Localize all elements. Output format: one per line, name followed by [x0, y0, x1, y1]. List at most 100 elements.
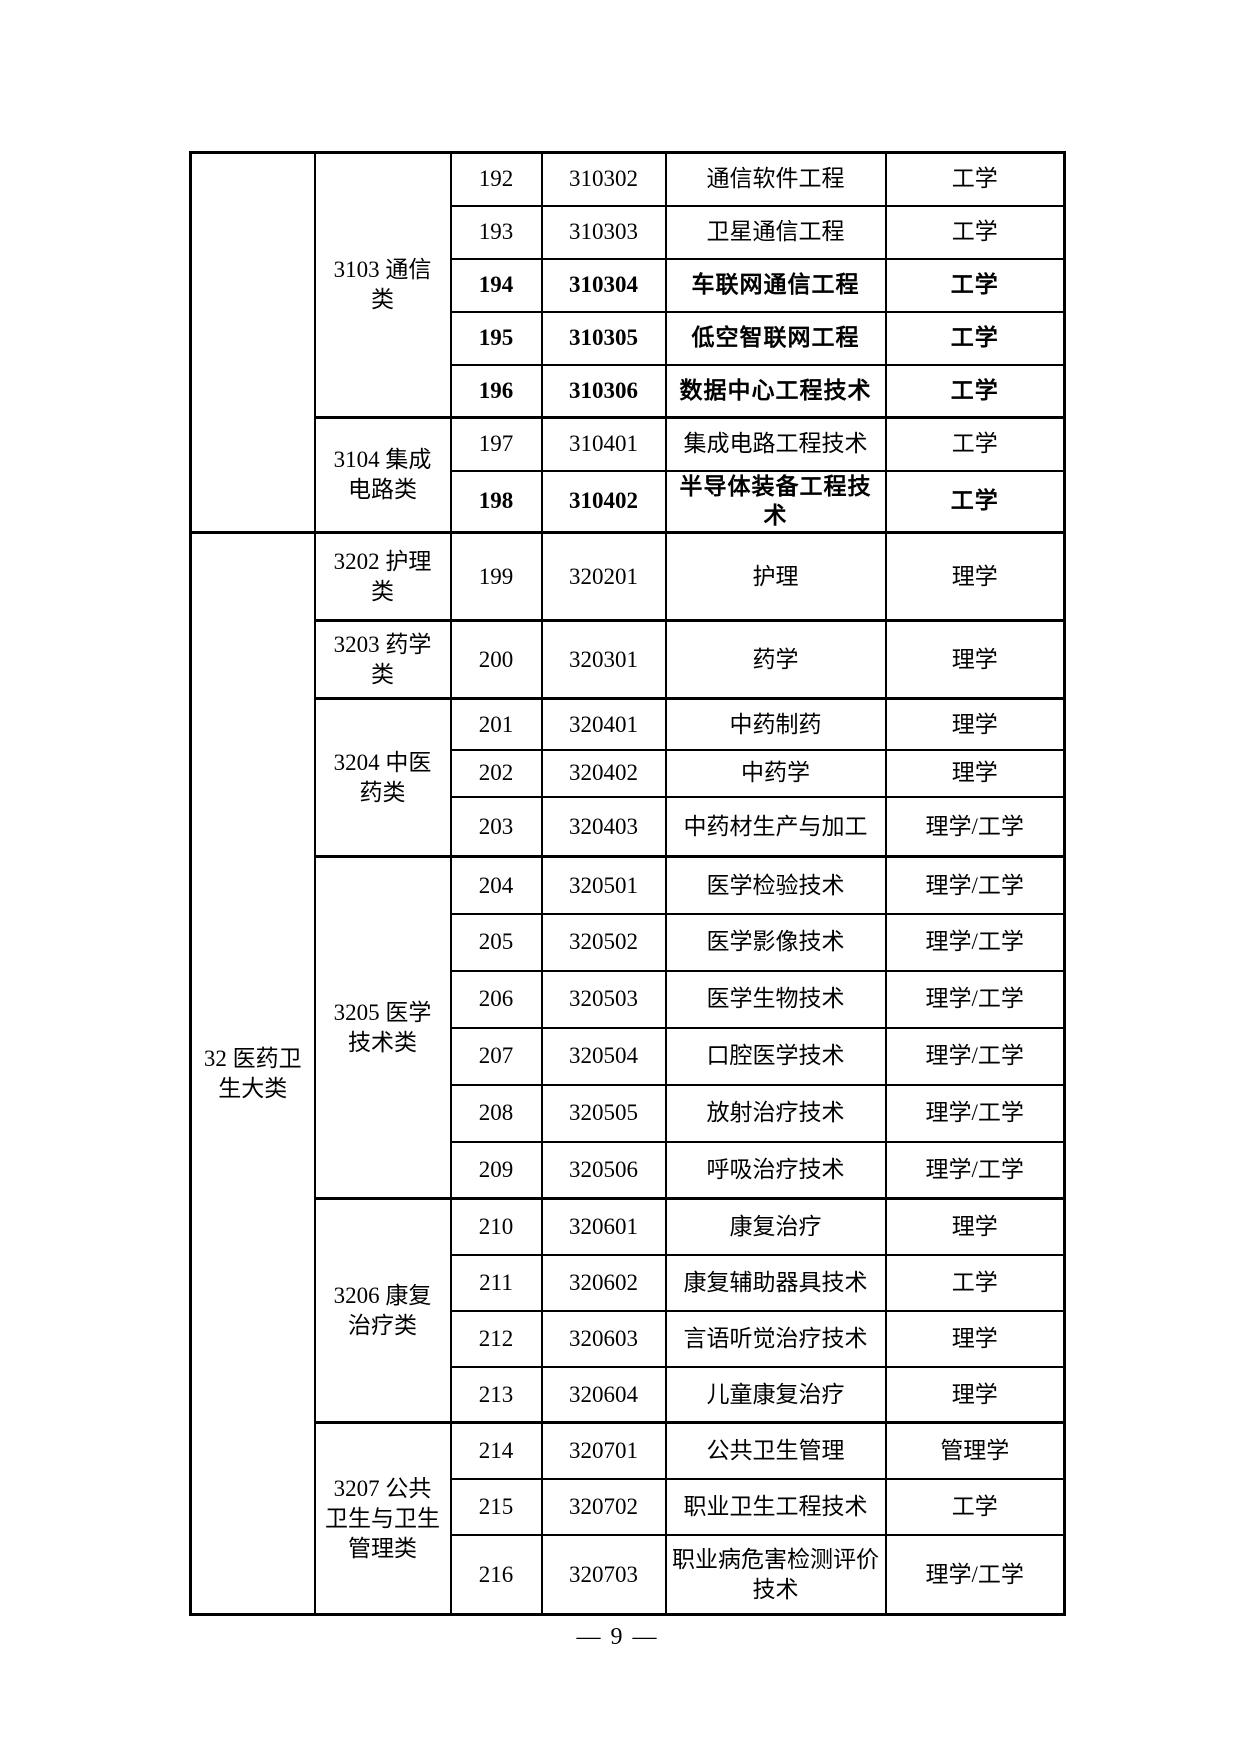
code-cell: 320505 — [540, 1083, 667, 1143]
major-name-cell: 医学影像技术 — [664, 912, 887, 972]
code-cell: 320604 — [540, 1365, 667, 1424]
major-name-cell: 医学生物技术 — [664, 969, 887, 1029]
degree-cell: 工学 — [884, 310, 1066, 366]
degree-cell: 理学/工学 — [884, 1026, 1066, 1086]
code-cell: 320503 — [540, 969, 667, 1029]
major-name-cell: 数据中心工程技术 — [664, 363, 887, 419]
seq-cell: 213 — [449, 1365, 543, 1424]
major-name-cell: 半导体装备工程技术 — [664, 469, 887, 534]
seq-cell: 210 — [449, 1197, 543, 1256]
seq-cell: 207 — [449, 1026, 543, 1086]
code-cell: 320603 — [540, 1309, 667, 1368]
major-name-cell: 放射治疗技术 — [664, 1083, 887, 1143]
major-name-cell: 职业卫生工程技术 — [664, 1477, 887, 1536]
subcategory-cell: 3206 康复 治疗类 — [313, 1197, 452, 1424]
degree-cell: 工学 — [884, 204, 1066, 260]
degree-cell: 理学 — [884, 531, 1066, 622]
code-cell: 310402 — [540, 469, 667, 534]
seq-cell: 203 — [449, 795, 543, 858]
degree-cell: 理学/工学 — [884, 1140, 1066, 1200]
seq-cell: 208 — [449, 1083, 543, 1143]
code-cell: 310306 — [540, 363, 667, 419]
majors-catalog-table: 3103 通信 类 192 310302 通信软件工程 工学 193 31030… — [189, 151, 1066, 1617]
code-cell: 320401 — [540, 697, 667, 751]
degree-cell: 理学 — [884, 697, 1066, 751]
degree-cell: 工学 — [884, 257, 1066, 313]
degree-cell: 理学/工学 — [884, 912, 1066, 972]
code-cell: 320301 — [540, 619, 667, 700]
major-name-cell: 医学检验技术 — [664, 855, 887, 915]
major-name-cell: 卫星通信工程 — [664, 204, 887, 260]
degree-cell: 理学/工学 — [884, 795, 1066, 858]
major-name-cell: 集成电路工程技术 — [664, 416, 887, 472]
subcategory-cell: 3205 医学 技术类 — [313, 855, 452, 1200]
code-cell: 320201 — [540, 531, 667, 622]
major-name-cell: 公共卫生管理 — [664, 1421, 887, 1480]
seq-cell: 194 — [449, 257, 543, 313]
code-cell: 320702 — [540, 1477, 667, 1536]
degree-cell: 理学/工学 — [884, 1533, 1066, 1616]
code-cell: 320402 — [540, 748, 667, 798]
seq-cell: 192 — [449, 151, 543, 207]
seq-cell: 202 — [449, 748, 543, 798]
major-name-cell: 低空智联网工程 — [664, 310, 887, 366]
code-cell: 320602 — [540, 1253, 667, 1312]
subcategory-cell: 3104 集成 电路类 — [313, 415, 452, 534]
category-cell — [189, 151, 316, 534]
major-name-cell: 中药学 — [664, 748, 887, 798]
major-name-cell: 康复治疗 — [664, 1197, 887, 1256]
degree-cell: 工学 — [884, 416, 1066, 472]
subcategory-cell: 3103 通信 类 — [313, 151, 452, 419]
major-name-cell: 呼吸治疗技术 — [664, 1140, 887, 1200]
seq-cell: 199 — [449, 531, 543, 622]
major-name-cell: 康复辅助器具技术 — [664, 1253, 887, 1312]
degree-cell: 理学/工学 — [884, 1083, 1066, 1143]
code-cell: 310303 — [540, 204, 667, 260]
major-name-cell: 中药制药 — [664, 697, 887, 751]
code-cell: 320601 — [540, 1197, 667, 1256]
code-cell: 310304 — [540, 257, 667, 313]
degree-cell: 理学/工学 — [884, 855, 1066, 915]
code-cell: 320502 — [540, 912, 667, 972]
major-name-cell: 通信软件工程 — [664, 151, 887, 207]
major-name-cell: 言语听觉治疗技术 — [664, 1309, 887, 1368]
seq-cell: 200 — [449, 619, 543, 700]
major-name-cell: 护理 — [664, 531, 887, 622]
subcategory-cell: 3203 药学 类 — [313, 619, 452, 700]
seq-cell: 216 — [449, 1533, 543, 1616]
seq-cell: 198 — [449, 469, 543, 534]
degree-cell: 理学/工学 — [884, 969, 1066, 1029]
seq-cell: 205 — [449, 912, 543, 972]
degree-cell: 工学 — [884, 469, 1066, 534]
degree-cell: 工学 — [884, 151, 1066, 207]
seq-cell: 211 — [449, 1253, 543, 1312]
degree-cell: 理学 — [884, 1309, 1066, 1368]
subcategory-cell: 3204 中医 药类 — [313, 697, 452, 858]
code-cell: 320501 — [540, 855, 667, 915]
seq-cell: 195 — [449, 310, 543, 366]
major-name-cell: 药学 — [664, 619, 887, 700]
major-name-cell: 车联网通信工程 — [664, 257, 887, 313]
seq-cell: 209 — [449, 1140, 543, 1200]
seq-cell: 215 — [449, 1477, 543, 1536]
seq-cell: 193 — [449, 204, 543, 260]
code-cell: 320403 — [540, 795, 667, 858]
code-cell: 320506 — [540, 1140, 667, 1200]
degree-cell: 工学 — [884, 1253, 1066, 1312]
seq-cell: 206 — [449, 969, 543, 1029]
seq-cell: 197 — [449, 416, 543, 472]
seq-cell: 214 — [449, 1421, 543, 1480]
degree-cell: 管理学 — [884, 1421, 1066, 1480]
major-name-cell: 职业病危害检测评价 技术 — [664, 1533, 887, 1616]
degree-cell: 理学 — [884, 1197, 1066, 1256]
subcategory-cell: 3202 护理 类 — [313, 531, 452, 622]
degree-cell: 理学 — [884, 1365, 1066, 1424]
degree-cell: 理学 — [884, 748, 1066, 798]
seq-cell: 201 — [449, 697, 543, 751]
code-cell: 310305 — [540, 310, 667, 366]
major-name-cell: 儿童康复治疗 — [664, 1365, 887, 1424]
category-cell: 32 医药卫 生大类 — [189, 531, 316, 1616]
degree-cell: 工学 — [884, 1477, 1066, 1536]
major-name-cell: 中药材生产与加工 — [664, 795, 887, 858]
